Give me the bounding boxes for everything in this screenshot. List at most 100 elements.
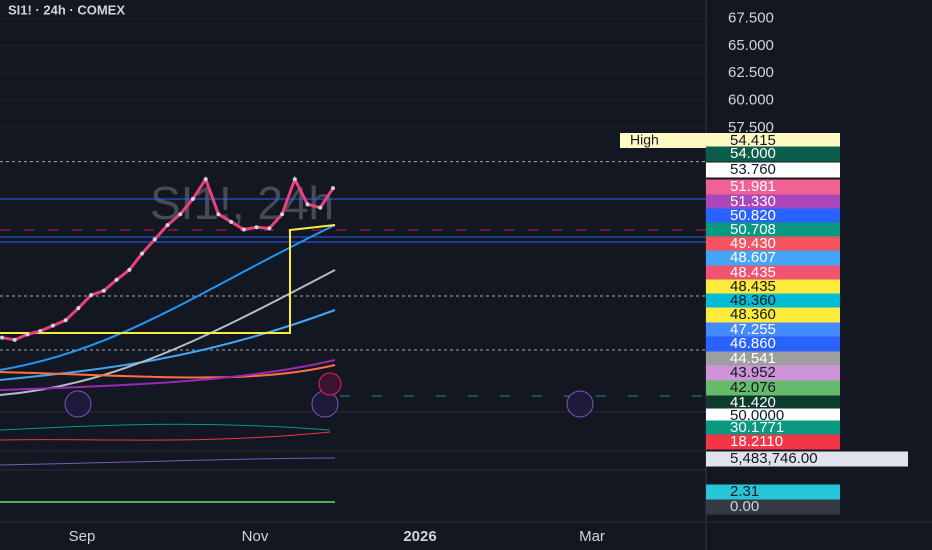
price-tag-label: 48.360 xyxy=(730,292,776,309)
x-tick-label: Sep xyxy=(69,528,96,545)
price-point xyxy=(63,318,68,323)
moving-average xyxy=(0,364,336,379)
price-point xyxy=(190,196,195,201)
price-tag-label: 47.255 xyxy=(730,321,776,338)
price-point xyxy=(101,288,106,293)
price-tag-label: 50.820 xyxy=(730,207,776,224)
price-point xyxy=(267,226,272,231)
price-point xyxy=(165,223,170,228)
x-tick-label: Mar xyxy=(579,528,605,545)
price-tag-label: 42.076 xyxy=(730,379,776,396)
y-tick-label: 57.500 xyxy=(728,119,774,136)
price-tag xyxy=(706,499,840,515)
event-icon[interactable] xyxy=(64,390,92,418)
price-tag-label: 30.1771 xyxy=(730,419,784,436)
price-tag-label: 5,483,746.00 xyxy=(730,450,818,467)
event-icon[interactable] xyxy=(311,390,339,418)
high-label: High xyxy=(630,132,659,148)
price-tag xyxy=(706,293,840,309)
price-tag xyxy=(706,279,840,295)
price-tag xyxy=(706,146,840,162)
price-tag xyxy=(706,420,840,436)
price-point xyxy=(229,219,234,224)
price-tag xyxy=(706,236,840,252)
price-point xyxy=(318,205,323,210)
price-tag-label: 43.952 xyxy=(730,364,776,381)
price-point xyxy=(178,212,183,217)
price-tag-label: 44.541 xyxy=(730,350,776,367)
price-tag xyxy=(706,408,840,424)
event-icon[interactable] xyxy=(318,372,342,396)
price-tag xyxy=(706,162,840,178)
moving-average xyxy=(0,224,336,371)
price-tag-label: 48.360 xyxy=(730,306,776,323)
price-point xyxy=(25,332,30,337)
price-tag xyxy=(706,179,840,195)
price-tag-label: 53.760 xyxy=(730,161,776,178)
price-tag-label: 48.435 xyxy=(730,278,776,295)
price-point xyxy=(50,323,55,328)
price-tag xyxy=(706,265,840,281)
y-tick-label: 62.500 xyxy=(728,64,774,81)
indicator-line xyxy=(0,423,331,431)
moving-average xyxy=(0,359,336,391)
event-icon[interactable] xyxy=(566,390,594,418)
price-tag-label: 48.435 xyxy=(730,264,776,281)
price-tag-label: 2.31 xyxy=(730,483,759,500)
price-tag xyxy=(706,434,840,450)
price-tag xyxy=(706,208,840,224)
price-tag xyxy=(706,194,840,210)
price-tag xyxy=(706,250,840,266)
price-tag-label: 18.2110 xyxy=(730,433,783,450)
price-tag-label: 51.981 xyxy=(730,178,776,195)
y-tick-label: 65.000 xyxy=(728,37,774,54)
price-tag xyxy=(706,351,840,367)
price-point xyxy=(0,335,4,340)
price-point xyxy=(114,277,119,282)
price-tag xyxy=(706,365,840,381)
symbol-header[interactable]: SI1! · 24h · COMEX xyxy=(8,2,125,17)
watermark: SI1!, 24h xyxy=(150,177,334,229)
y-tick-label: 67.500 xyxy=(728,10,774,27)
price-point xyxy=(127,267,132,272)
moving-average xyxy=(0,309,336,381)
high-value: 54.415 xyxy=(730,132,776,149)
price-point xyxy=(254,225,259,230)
price-tag xyxy=(706,222,840,238)
indicator-line xyxy=(0,457,336,466)
indicator-line xyxy=(0,431,331,441)
price-tag-label: 48.607 xyxy=(730,249,776,266)
price-tag xyxy=(706,451,908,467)
price-point xyxy=(76,306,81,311)
price-point xyxy=(305,202,310,207)
price-tag-label: 54.000 xyxy=(730,145,776,162)
x-tick-label: Nov xyxy=(242,528,269,545)
price-point xyxy=(12,337,17,342)
high-value-box xyxy=(706,133,840,148)
price-point xyxy=(152,237,157,242)
price-point xyxy=(38,329,43,334)
price-point xyxy=(89,293,94,298)
price-tag-label: 50.0000 xyxy=(730,407,784,424)
price-tag-label: 50.708 xyxy=(730,221,776,238)
price-point xyxy=(140,251,145,256)
price-point xyxy=(280,212,285,217)
price-tag-label: 41.420 xyxy=(730,394,776,411)
price-point xyxy=(331,186,335,191)
price-point xyxy=(241,227,246,232)
price-tag-label: 0.00 xyxy=(730,498,759,515)
y-tick-label: 60.000 xyxy=(728,92,774,109)
price-tag-label: 46.860 xyxy=(730,335,776,352)
price-tag-label: 51.330 xyxy=(730,193,776,210)
price-tag xyxy=(706,380,840,396)
price-point xyxy=(203,177,208,182)
price-point xyxy=(216,212,221,217)
high-label-box xyxy=(620,133,706,148)
price-tag xyxy=(706,322,840,338)
price-point xyxy=(292,177,297,182)
price-tag xyxy=(706,484,840,500)
step-line xyxy=(0,224,336,334)
price-tag-label: 49.430 xyxy=(730,235,776,252)
price-tag xyxy=(706,336,840,352)
